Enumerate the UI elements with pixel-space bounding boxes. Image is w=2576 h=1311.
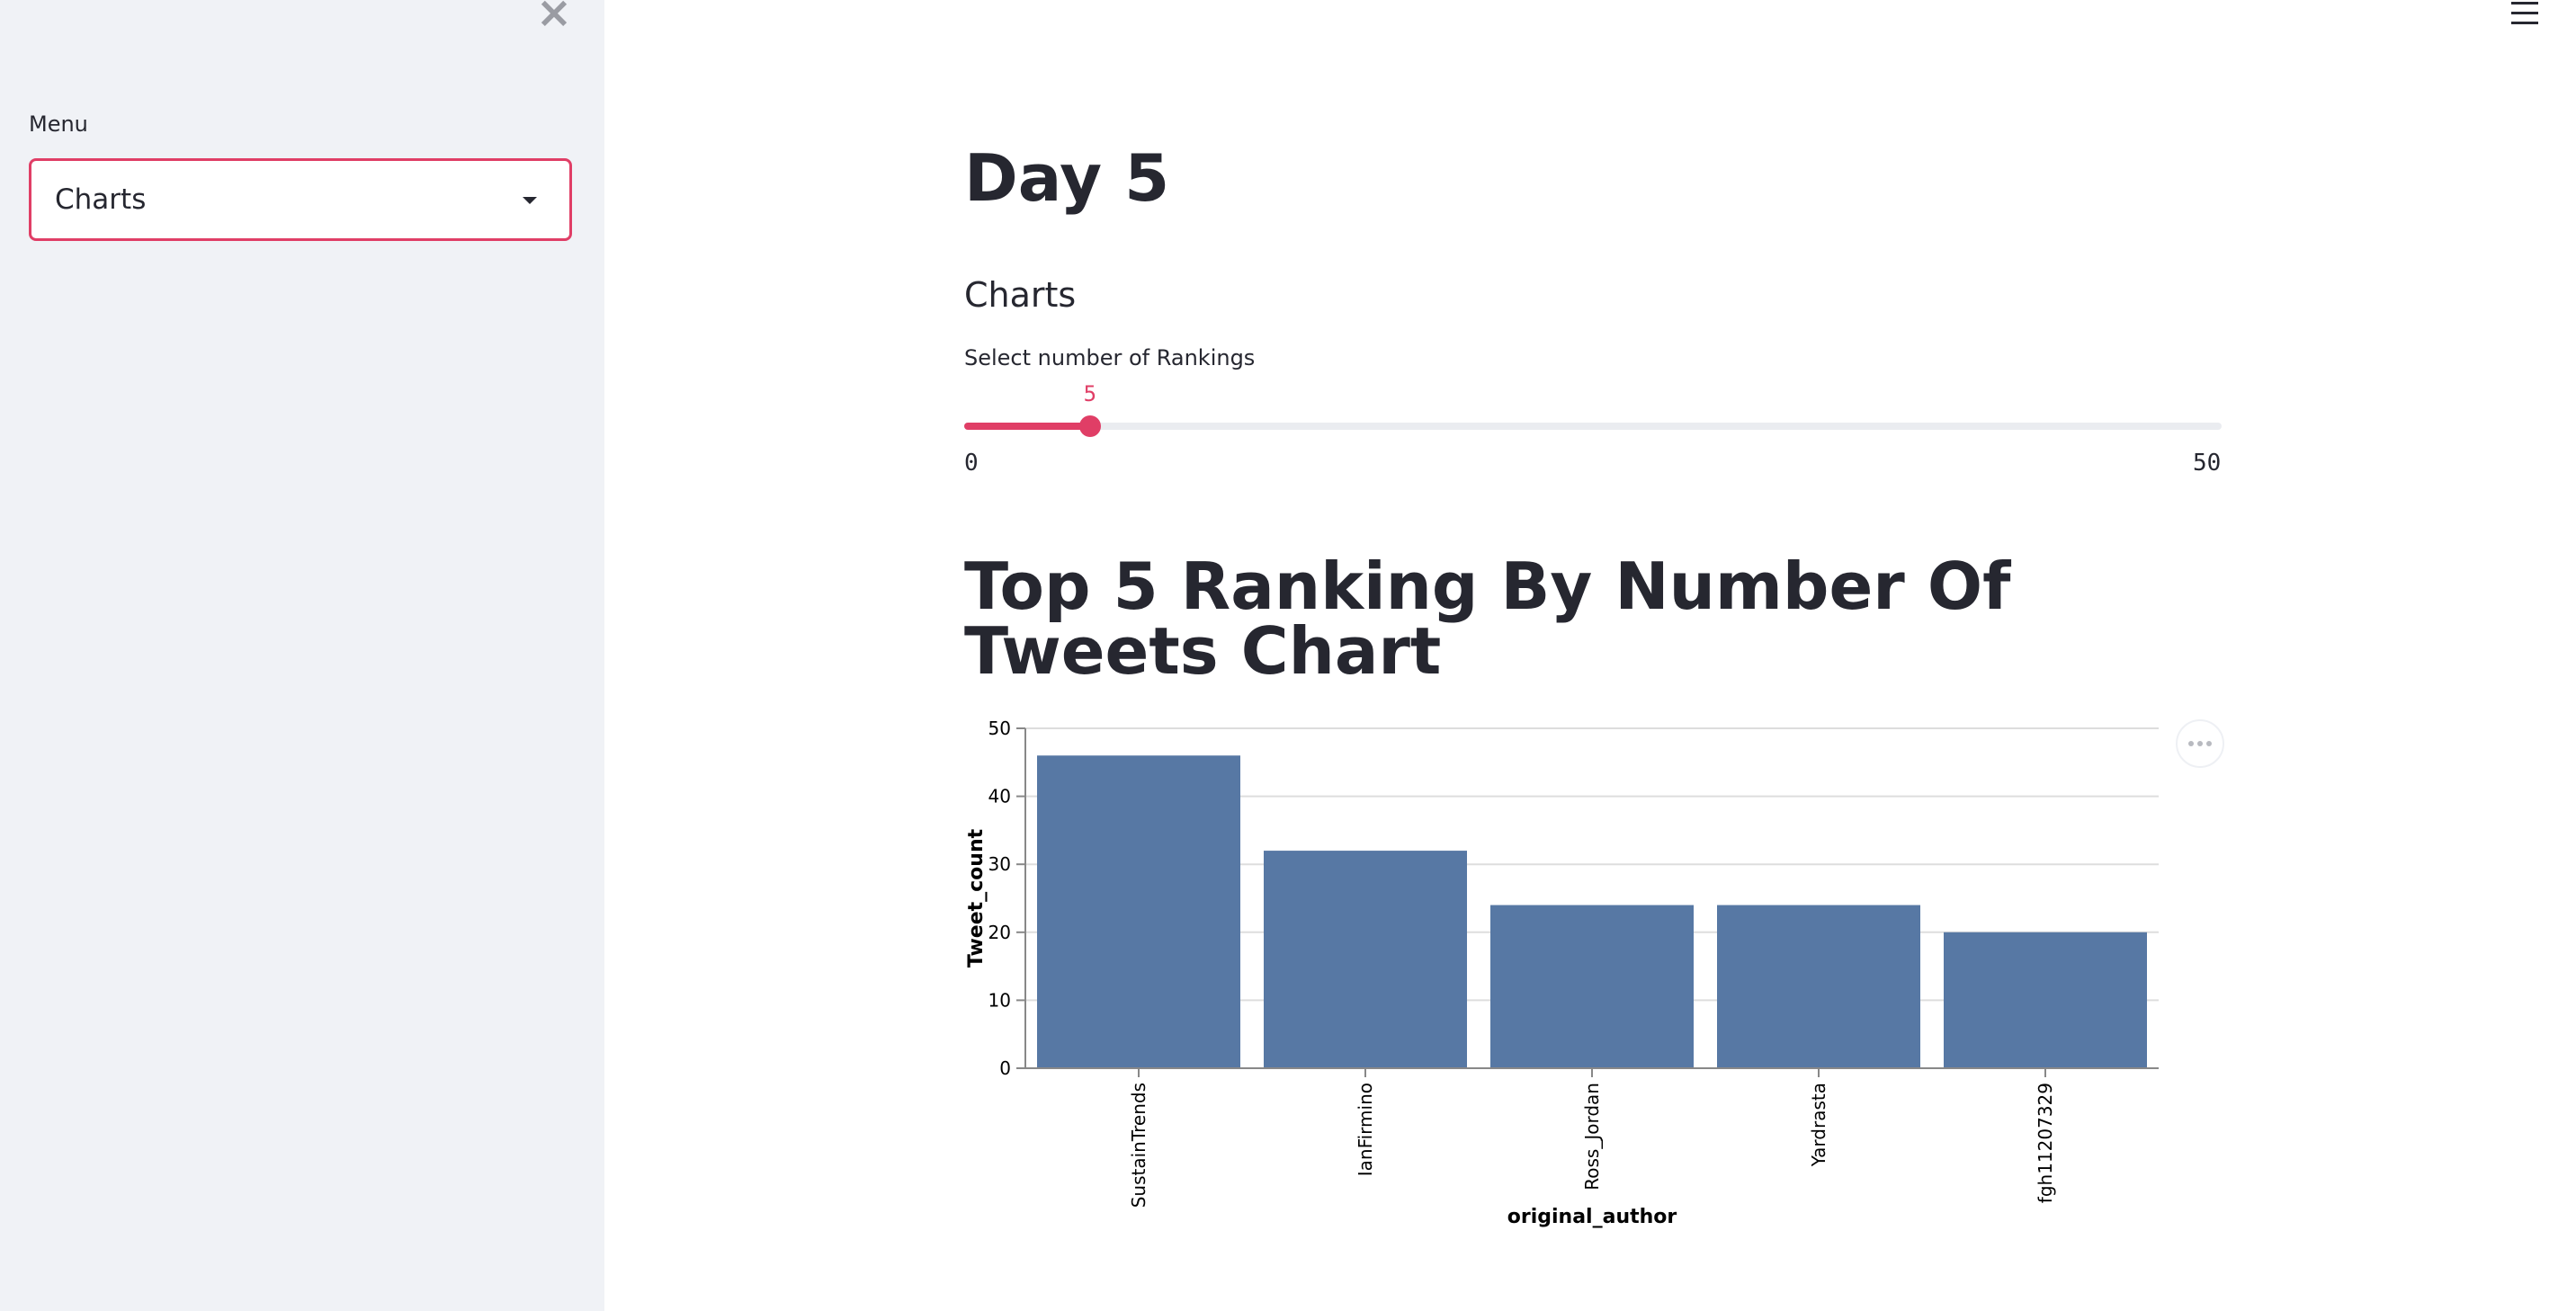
- rankings-slider[interactable]: [964, 415, 2222, 437]
- slider-thumb[interactable]: [1078, 415, 1101, 437]
- bar: [1264, 851, 1467, 1068]
- y-tick-label: 40: [988, 786, 1011, 807]
- x-tick-label: IanFirmino: [1355, 1083, 1376, 1176]
- more-options-icon[interactable]: [2176, 719, 2224, 768]
- page-title: Day 5: [964, 140, 1170, 216]
- bar: [1037, 755, 1240, 1068]
- x-tick-label: Yardrasta: [1808, 1083, 1829, 1167]
- slider-max-label: 50: [2193, 450, 2222, 477]
- menu-select-value: Charts: [55, 183, 147, 216]
- chart-container: 0 10 20 30 40 50 SustainTrends IanFirmino Ross_J…: [964, 710, 2224, 1232]
- x-tick-label: SustainTrends: [1128, 1083, 1149, 1208]
- y-tick-label: 0: [999, 1057, 1011, 1079]
- slider-label: Select number of Rankings: [964, 345, 1256, 370]
- sidebar: × Menu Charts: [0, 0, 604, 1311]
- y-tick-label: 30: [988, 853, 1011, 875]
- slider-min-label: 0: [964, 450, 979, 477]
- x-tick-label: Ross_Jordan: [1581, 1083, 1603, 1191]
- slider-value: 5: [1083, 381, 1097, 406]
- y-tick-label: 50: [988, 718, 1011, 739]
- y-tick-label: 10: [988, 989, 1011, 1011]
- slider-fill: [964, 423, 1090, 430]
- chart-title: Top 5 Ranking By Number Of Tweets Chart: [964, 548, 2011, 689]
- x-axis-title: original_author: [1507, 1206, 1677, 1228]
- menu-label: Menu: [29, 111, 88, 137]
- bar: [1717, 905, 1920, 1068]
- bar: [1490, 905, 1694, 1068]
- close-icon[interactable]: ×: [535, 0, 573, 38]
- menu-select[interactable]: Charts: [29, 158, 572, 241]
- chevron-down-icon: [523, 197, 537, 204]
- bar-chart: 0 10 20 30 40 50 SustainTrends IanFirmino Ross_J…: [965, 718, 2159, 1228]
- y-axis-title: Tweet_count: [965, 828, 988, 968]
- bar: [1944, 932, 2147, 1068]
- y-tick-label: 20: [988, 922, 1011, 943]
- section-title: Charts: [964, 275, 1077, 315]
- x-tick-label: fgh11207329: [2035, 1083, 2056, 1203]
- hamburger-menu-icon[interactable]: [2511, 2, 2538, 25]
